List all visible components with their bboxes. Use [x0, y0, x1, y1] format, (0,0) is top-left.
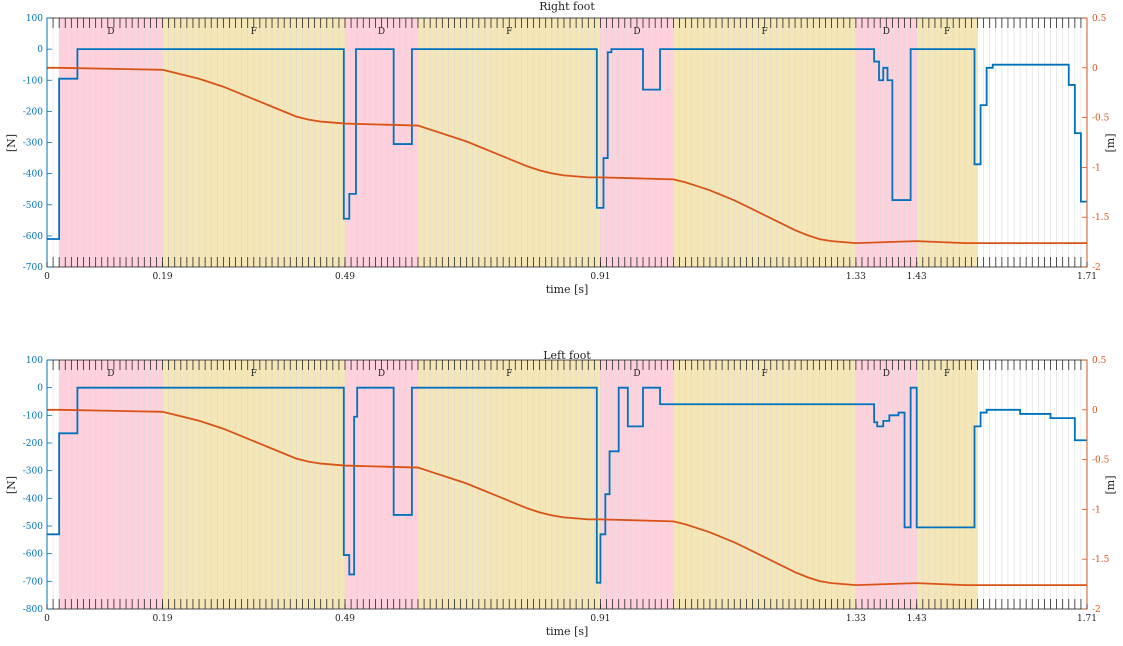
left-foot-phase-label-5: F: [762, 369, 768, 379]
right-foot-ytick-right-label: -1: [1092, 163, 1101, 173]
left-foot-ytick-left-label: -100: [23, 411, 43, 421]
right-foot-phase-label-7: F: [944, 27, 950, 37]
left-foot-phase-label-3: F: [506, 369, 512, 379]
left-foot-plot-area: D F D F D F D F1000-100-200-300-400-500-600-700…: [23, 356, 1110, 624]
right-foot-xtick-label: 1.71: [1077, 272, 1097, 282]
right-foot-ytick-left-label: -700: [23, 263, 43, 273]
left-foot-ytick-right-label: 0: [1092, 406, 1098, 416]
right-foot-phase-label-2: D: [378, 27, 385, 37]
right-foot-height-series: [47, 66, 1087, 245]
right-foot-ytick-left-label: -400: [23, 170, 43, 180]
right-foot-ytick-right-label: 0: [1092, 64, 1098, 74]
right-foot-ytick-left-label: -500: [23, 201, 43, 211]
left-foot-xtick-label: 0: [44, 614, 50, 624]
left-foot-ytick-right-label: -0.5: [1092, 456, 1110, 466]
left-foot-minor-ticks: [52, 360, 1082, 609]
left-foot-phase-label-7: F: [944, 369, 950, 379]
right-foot-ytick-left-label: -300: [23, 139, 43, 149]
right-foot-title: Right foot: [539, 0, 595, 13]
right-foot-ytick-left-label: -600: [23, 232, 43, 242]
right-foot-phase-label-0: D: [107, 27, 114, 37]
left-foot-ylabel-right: [m]: [1104, 475, 1117, 494]
right-foot-xtick-label: 0: [44, 272, 50, 282]
right-foot-phase-band-0: [59, 18, 163, 267]
right-foot-plot: D F D F D F D F1000-100-200-300-400-500-600-700…: [5, 0, 1117, 296]
left-foot-ytick-left-label: -300: [23, 467, 43, 477]
left-foot-ytick-left-label: -200: [23, 439, 43, 449]
left-foot-ytick-right-label: -2: [1092, 605, 1101, 615]
right-foot-xlabel: time [s]: [546, 283, 589, 296]
left-foot-xtick-label: 0.19: [153, 614, 173, 624]
right-foot-plot-area: D F D F D F D F1000-100-200-300-400-500-600-700…: [23, 14, 1110, 282]
left-foot-phase-label-1: F: [251, 369, 257, 379]
right-foot-force-series: [47, 48, 1087, 240]
right-foot-ylabel-left: [N]: [5, 134, 18, 152]
left-foot-xtick-label: 0.49: [335, 614, 355, 624]
left-foot-ytick-left-label: 0: [37, 384, 43, 394]
left-foot-ytick-left-label: -800: [23, 605, 43, 615]
left-foot-phase-label-6: D: [883, 369, 890, 379]
left-foot-ytick-left-label: -400: [23, 494, 43, 504]
right-foot-ytick-left-label: 0: [37, 45, 43, 55]
left-foot-xtick-label: 1.33: [846, 614, 866, 624]
left-foot-ytick-left-label: -700: [23, 577, 43, 587]
left-foot-title: Left foot: [543, 349, 591, 362]
left-foot-grid: [52, 360, 1082, 609]
left-foot-xlabel: time [s]: [546, 625, 589, 638]
left-foot-ytick-left-label: -600: [23, 550, 43, 560]
left-foot-force-series: [47, 386, 1087, 584]
right-foot-phase-label-1: F: [251, 27, 257, 37]
right-foot-phase-label-5: F: [762, 27, 768, 37]
left-foot-phase-label-0: D: [107, 369, 114, 379]
right-foot-ylabel-right: [m]: [1104, 133, 1117, 152]
right-foot-phase-label-3: F: [506, 27, 512, 37]
right-foot-ytick-left-label: 100: [26, 14, 43, 24]
right-foot-ytick-right-label: -2: [1092, 263, 1101, 273]
right-foot-ytick-left-label: -200: [23, 107, 43, 117]
right-foot-ytick-right-label: 0.5: [1092, 14, 1107, 24]
left-foot-xtick-label: 1.71: [1077, 614, 1097, 624]
right-foot-minor-ticks: [52, 18, 1082, 267]
right-foot-ytick-left-label: -100: [23, 76, 43, 86]
right-foot-xtick-label: 0.19: [153, 272, 173, 282]
left-foot-ytick-right-label: -1.5: [1092, 555, 1110, 565]
right-foot-ytick-right-label: -1.5: [1092, 213, 1110, 223]
left-foot-plot: D F D F D F D F1000-100-200-300-400-500-600-700…: [5, 349, 1117, 638]
left-foot-ytick-right-label: -1: [1092, 505, 1101, 515]
right-foot-ytick-right-label: -0.5: [1092, 114, 1110, 124]
right-foot-xtick-label: 1.33: [846, 272, 866, 282]
right-foot-xtick-label: 0.49: [335, 272, 355, 282]
right-foot-phase-label-4: D: [633, 27, 640, 37]
left-foot-height-series: [47, 408, 1087, 587]
right-foot-xtick-label: 0.91: [590, 272, 610, 282]
left-foot-xtick-label: 1.43: [907, 614, 927, 624]
left-foot-ytick-right-label: 0.5: [1092, 356, 1107, 366]
left-foot-phase-band-0: [59, 360, 163, 609]
left-foot-ylabel-left: [N]: [5, 476, 18, 494]
right-foot-xtick-label: 1.43: [907, 272, 927, 282]
left-foot-xtick-label: 0.91: [590, 614, 610, 624]
left-foot-ytick-left-label: 100: [26, 356, 43, 366]
left-foot-ytick-left-label: -500: [23, 522, 43, 532]
left-foot-phase-label-2: D: [378, 369, 385, 379]
left-foot-phase-label-4: D: [633, 369, 640, 379]
right-foot-phase-label-6: D: [883, 27, 890, 37]
